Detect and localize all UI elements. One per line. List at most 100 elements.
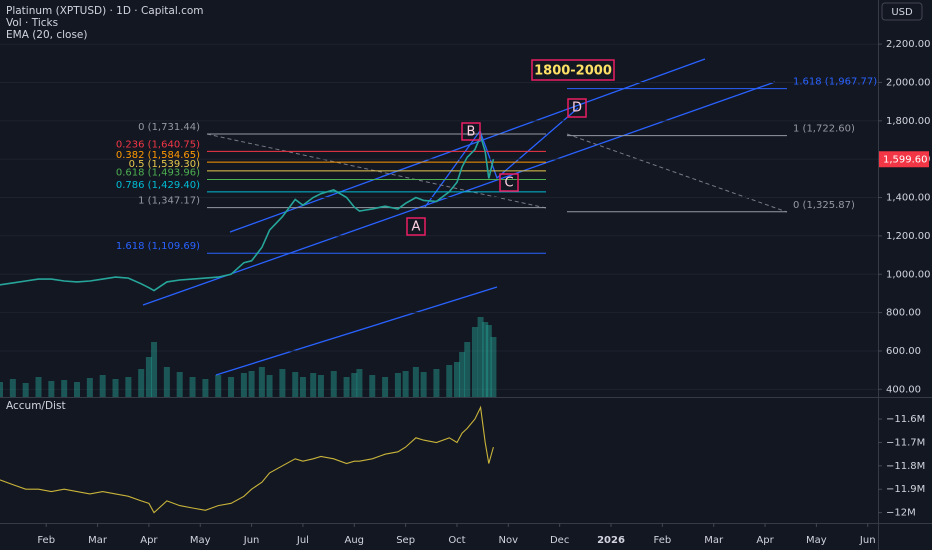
volume-bar [351,373,358,397]
volume-bar [189,377,196,397]
volume-bar [151,342,158,397]
x-tick-label: 2026 [597,535,625,546]
x-tick-label: May [190,535,211,546]
x-tick-label: Apr [756,535,774,546]
volume-bar [471,327,478,397]
volume-bar [112,379,119,397]
volume-bar [145,357,152,397]
volume-bar [35,377,42,397]
volume-bar [138,369,145,397]
point-label: B [467,125,476,140]
volume-trend-line [215,286,498,376]
point-box [499,173,519,192]
point-box [567,98,587,118]
volume-bar [433,369,440,397]
y-tick-label: −11.7M [886,437,925,448]
volume-bar [248,371,255,397]
volume-bar [279,369,286,397]
fib-label: 1.618 (1,967.77) [793,77,877,88]
drawings [142,58,788,376]
volume-bar [266,375,273,397]
y-tick-label: 1,000.00 [886,269,931,280]
volume-bar [459,352,466,397]
volume-bar [343,377,350,397]
indicator-title: Accum/Dist [6,400,66,412]
symbol-title: Platinum (XPTUSD) · 1D · Capital.com [6,5,204,17]
volume-bar [74,382,81,397]
volume-bar [22,383,29,397]
y-tick-label: 1,800.00 [886,116,931,127]
fib-label: 1 (1,347.17) [138,196,200,207]
volume-bar [482,322,489,397]
volume-bar [369,375,376,397]
dashed-line [206,133,547,209]
volume-bar [125,377,132,397]
volume-bar [477,317,484,397]
point-box [406,217,426,236]
currency[interactable]: USD [891,7,913,18]
volume-bar [258,367,265,397]
trend-line [142,81,776,306]
volume-bar [330,371,337,397]
x-tick-label: Dec [550,535,569,546]
point-box [461,122,481,141]
y-tick-label: −11.9M [886,484,925,495]
x-tick-label: Jul [296,535,309,546]
x-tick-label: Feb [653,535,671,546]
ema-legend: EMA (20, close) [6,29,88,41]
volume-bar [299,377,306,397]
volume-bar [292,372,299,397]
y-tick-label: 2,000.00 [886,77,931,88]
fib-label: 0.5 (1,539.30) [129,159,201,170]
fib-label: 1.618 (1,109.69) [116,241,200,252]
y-tick-label: 400.00 [886,384,921,395]
x-tick-label: Oct [448,535,465,546]
y-tick-label: 600.00 [886,346,921,357]
x-tick-label: Feb [37,535,55,546]
series-line [0,405,494,514]
dashed-line [566,133,788,213]
y-tick-label: −11.6M [886,414,925,425]
fib-label: 0.382 (1,584.65) [116,150,200,161]
x-tick-label: Sep [396,535,415,546]
x-tick-label: Apr [140,535,158,546]
volume-bar [402,371,409,397]
volume-bar [0,382,3,397]
volume-bar [240,373,247,397]
x-tick-label: Mar [88,535,108,546]
y-tick-label: −12M [886,508,916,519]
last-price-box [879,151,929,168]
target-label: 1800-2000 [534,64,612,79]
volume-bar [412,367,419,397]
volume-bar [215,375,222,397]
fib-label: 0.236 (1,640.75) [116,139,200,150]
volume-bar [464,342,471,397]
volume-bar [86,378,93,397]
fib-label: 1 (1,722.60) [793,124,855,135]
series-line [0,133,495,292]
volume-bar [382,377,389,397]
volume-bar [317,375,324,397]
abcd-pattern [424,107,579,208]
y-tick-label: 1,400.00 [886,193,931,204]
point-label: A [412,220,421,235]
trend-line [229,58,706,233]
last-price-label: 1,599.60 [883,154,928,165]
point-label: C [504,176,513,191]
currency-button[interactable] [881,2,923,21]
plot: 2,200.002,000.001,800.001,600.001,400.00… [0,39,931,546]
fib-label: 0 (1,731.44) [138,122,200,133]
y-tick-label: −11.8M [886,461,925,472]
volume-bar [453,362,460,397]
y-tick-label: 800.00 [886,308,921,319]
x-tick-label: Aug [345,535,365,546]
volume-bar [310,373,317,397]
y-tick-label: 2,200.00 [886,39,931,50]
x-tick-label: Jun [859,535,876,546]
volume-bar [394,373,401,397]
target-box [531,59,615,81]
x-tick-label: Mar [704,535,724,546]
volume-legend: Vol · Ticks [6,17,58,29]
